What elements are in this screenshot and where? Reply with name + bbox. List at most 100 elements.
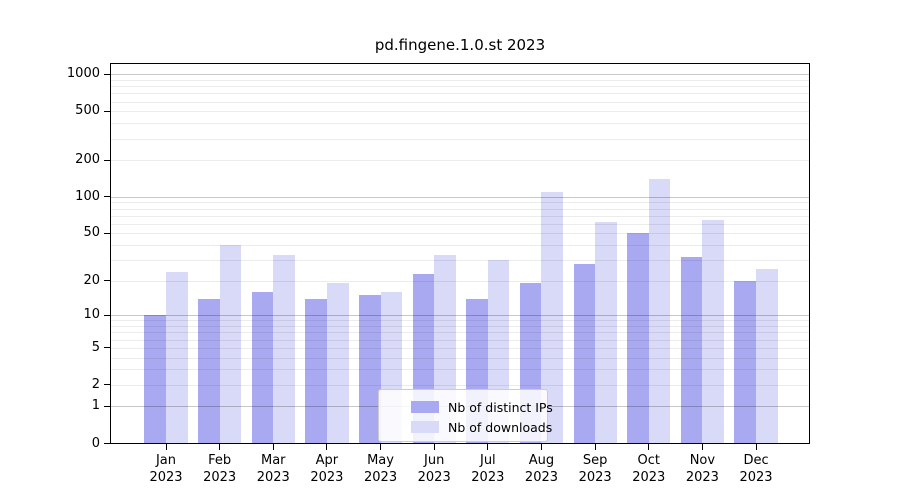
y-tick-label-1: 1 bbox=[91, 398, 100, 414]
x-tick-month: Nov bbox=[689, 453, 716, 468]
legend-swatch-downloads bbox=[411, 421, 439, 433]
x-tick-label-7: Aug 2023 bbox=[511, 452, 571, 486]
x-tick-month: Jul bbox=[479, 453, 496, 468]
gridline-6 bbox=[111, 339, 809, 341]
legend-label-downloads: Nb of downloads bbox=[448, 419, 553, 435]
y-tick-label-5: 5 bbox=[91, 339, 100, 355]
bar-downloads-feb bbox=[219, 245, 242, 444]
gridline-4 bbox=[111, 357, 809, 359]
bar-distinct-ips-oct bbox=[627, 233, 649, 444]
gridline-20 bbox=[111, 280, 809, 282]
gridline-8 bbox=[111, 326, 809, 328]
y-tick-label-100: 100 bbox=[75, 188, 100, 204]
x-tick-8 bbox=[594, 444, 596, 450]
x-tick-label-5: Jun 2023 bbox=[404, 452, 464, 486]
bar-downloads-apr bbox=[326, 283, 349, 444]
bar-distinct-ips-sep bbox=[573, 263, 596, 444]
y-tick-label-20: 20 bbox=[83, 272, 100, 288]
gridline-9 bbox=[111, 320, 809, 322]
gridline-60 bbox=[111, 223, 809, 225]
y-tick-20 bbox=[104, 280, 110, 282]
gridline-1000 bbox=[111, 74, 809, 76]
bar-distinct-ips-apr bbox=[305, 298, 327, 444]
x-tick-year: 2023 bbox=[524, 470, 559, 485]
y-tick-5 bbox=[104, 347, 110, 349]
gridline-30 bbox=[111, 260, 809, 262]
gridline-40 bbox=[111, 245, 809, 247]
bar-distinct-ips-feb bbox=[198, 298, 220, 444]
gridline-80 bbox=[111, 208, 809, 210]
x-tick-year: 2023 bbox=[685, 470, 719, 485]
bar-downloads-nov bbox=[702, 219, 724, 444]
x-tick-year: 2023 bbox=[310, 470, 344, 485]
y-tick-100 bbox=[104, 196, 110, 198]
bar-distinct-ips-mar bbox=[251, 292, 274, 444]
x-tick-1 bbox=[219, 444, 221, 450]
x-tick-11 bbox=[755, 444, 757, 450]
x-tick-label-8: Sep 2023 bbox=[565, 452, 625, 486]
bar-downloads-mar bbox=[273, 255, 295, 444]
y-tick-label-2: 2 bbox=[91, 376, 100, 392]
y-tick-label-50: 50 bbox=[83, 225, 100, 241]
gridline-800 bbox=[111, 86, 809, 88]
x-tick-label-10: Nov 2023 bbox=[672, 452, 732, 486]
x-tick-year: 2023 bbox=[203, 470, 237, 485]
gridline-70 bbox=[111, 215, 809, 217]
x-tick-6 bbox=[487, 444, 489, 450]
bar-downloads-sep bbox=[595, 222, 617, 444]
x-tick-month: Mar bbox=[261, 453, 286, 468]
y-tick-200 bbox=[104, 159, 110, 161]
legend-swatch-distinct-ips bbox=[411, 401, 439, 413]
y-tick-label-0: 0 bbox=[91, 435, 100, 451]
x-tick-4 bbox=[380, 444, 382, 450]
x-tick-2 bbox=[272, 444, 274, 450]
x-tick-0 bbox=[165, 444, 167, 450]
y-tick-label-10: 10 bbox=[83, 307, 100, 323]
x-tick-label-6: Jul 2023 bbox=[458, 452, 518, 486]
y-tick-10 bbox=[104, 314, 110, 316]
x-tick-year: 2023 bbox=[578, 470, 612, 485]
gridline-3 bbox=[111, 369, 809, 371]
x-tick-label-4: May 2023 bbox=[351, 452, 411, 486]
x-tick-label-3: Apr 2023 bbox=[297, 452, 357, 486]
y-tick-1000 bbox=[104, 73, 110, 75]
x-tick-month: Sep bbox=[582, 453, 608, 468]
x-tick-month: Dec bbox=[743, 453, 769, 468]
bar-distinct-ips-jan bbox=[144, 315, 166, 444]
x-tick-10 bbox=[701, 444, 703, 450]
x-tick-year: 2023 bbox=[149, 470, 183, 485]
x-tick-label-9: Oct 2023 bbox=[619, 452, 679, 486]
x-tick-month: May bbox=[367, 453, 394, 468]
y-tick-500 bbox=[104, 110, 110, 112]
gridline-100 bbox=[111, 196, 809, 198]
bar-distinct-ips-may bbox=[358, 295, 381, 444]
x-tick-year: 2023 bbox=[632, 470, 666, 485]
x-tick-year: 2023 bbox=[256, 470, 290, 485]
y-tick-label-1000: 1000 bbox=[66, 66, 100, 82]
gridline-10 bbox=[111, 315, 809, 317]
bar-downloads-jan bbox=[166, 271, 188, 444]
chart-title: pd.fingene.1.0.st 2023 bbox=[374, 36, 546, 54]
y-tick-50 bbox=[104, 232, 110, 234]
y-tick-2 bbox=[104, 384, 110, 386]
x-tick-label-11: Dec 2023 bbox=[726, 452, 786, 486]
gridline-700 bbox=[111, 93, 809, 95]
gridline-200 bbox=[111, 160, 809, 162]
gridline-400 bbox=[111, 123, 809, 125]
x-tick-label-1: Feb 2023 bbox=[190, 452, 250, 486]
y-tick-label-500: 500 bbox=[75, 103, 100, 119]
bar-downloads-dec bbox=[756, 269, 778, 444]
bar-distinct-ips-dec bbox=[734, 280, 757, 444]
x-tick-month: Oct bbox=[637, 453, 660, 468]
legend-label-distinct-ips: Nb of distinct IPs bbox=[448, 399, 553, 415]
x-tick-month: Aug bbox=[528, 453, 555, 468]
x-tick-month: Jun bbox=[424, 453, 445, 468]
gridline-5 bbox=[111, 347, 809, 349]
gridline-500 bbox=[111, 111, 809, 113]
y-tick-0 bbox=[104, 443, 110, 444]
x-tick-month: Feb bbox=[208, 453, 232, 468]
x-tick-year: 2023 bbox=[417, 470, 451, 485]
x-tick-3 bbox=[326, 444, 328, 450]
x-tick-month: Apr bbox=[315, 453, 339, 468]
